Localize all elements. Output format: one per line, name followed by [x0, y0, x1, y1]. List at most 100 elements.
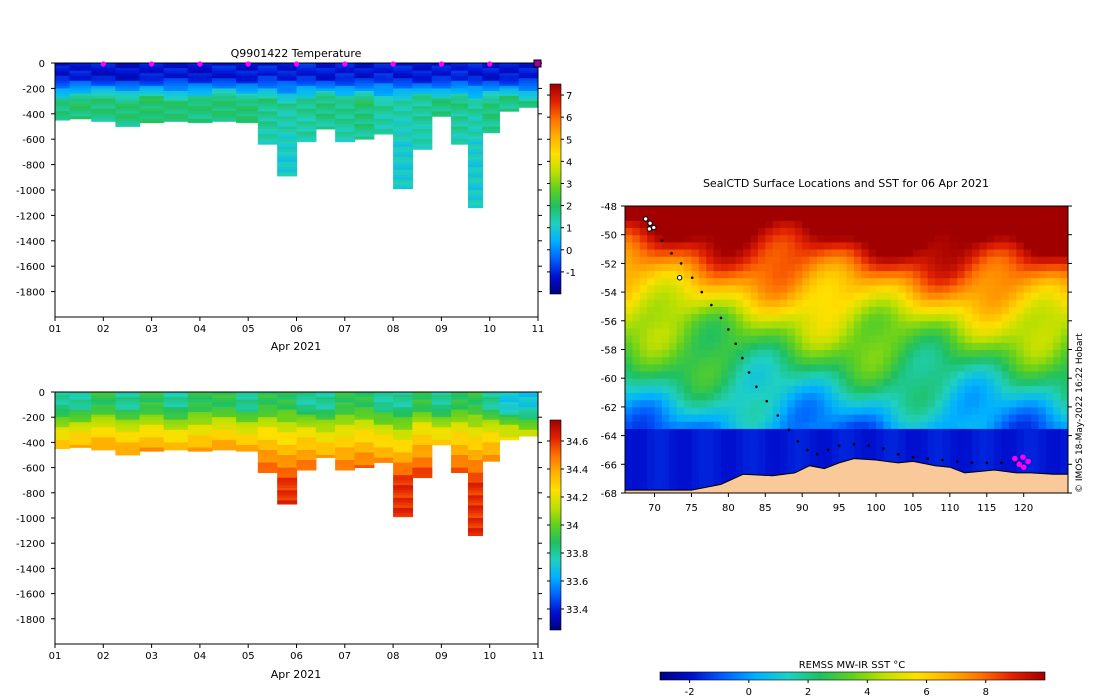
profile-cell [296, 447, 317, 451]
sst-cell [1031, 299, 1039, 307]
sst-cell [890, 327, 899, 336]
sst-cell [1053, 327, 1062, 336]
sst-cell [698, 206, 707, 214]
sst-cell [839, 313, 847, 322]
sst-cell [839, 356, 847, 365]
sst-cell [676, 241, 685, 250]
sst-cell [1045, 399, 1054, 408]
profile-cell [373, 432, 394, 436]
profile-cell [467, 394, 484, 398]
sst-cell [861, 306, 870, 315]
profile-cell [296, 442, 317, 446]
sst-cell [905, 313, 914, 322]
sst-cell [654, 249, 663, 257]
profile-cell [451, 134, 469, 138]
sst-cell [794, 399, 803, 408]
sst-cell [706, 277, 715, 286]
sst-cell [935, 227, 943, 236]
profile-cell [163, 442, 189, 446]
profile-cell [373, 457, 394, 461]
profile-cell [277, 93, 298, 97]
profile-cell [315, 449, 336, 453]
profile-cell [335, 399, 356, 403]
sst-cell [706, 306, 715, 315]
sst-cell [898, 327, 907, 336]
y-tick-label: -1200 [16, 211, 45, 222]
sst-cell [772, 327, 781, 336]
profile-cell [187, 101, 213, 105]
sst-cell [876, 449, 884, 458]
profile-cell [55, 444, 71, 448]
sst-cell [787, 256, 796, 264]
profile-cell [482, 404, 500, 408]
profile-cell [91, 116, 116, 120]
sst-cell [839, 299, 847, 307]
sst-cell [1008, 449, 1017, 458]
sst-cell [647, 284, 656, 293]
sst-cell [1016, 399, 1025, 408]
profile-cell [277, 108, 298, 112]
sst-cell [772, 256, 781, 264]
profile-cell [257, 123, 278, 127]
sst-cell [757, 227, 766, 236]
sst-cell [1023, 277, 1032, 286]
profile-cell [257, 118, 278, 122]
sst-cell [868, 249, 877, 257]
profile-cell [91, 90, 116, 94]
profile-cell [163, 414, 189, 418]
profile-cell [354, 422, 375, 426]
profile-cell [393, 397, 414, 400]
profile-cell [187, 392, 213, 395]
profile-cell [315, 434, 336, 438]
sst-cell [868, 363, 877, 372]
profile-cell [69, 113, 92, 117]
profile-cell [431, 412, 452, 416]
profile-cell [518, 392, 538, 395]
profile-cell [393, 121, 414, 125]
profile-cell [315, 392, 336, 395]
sst-cell [898, 399, 907, 408]
profile-cell [315, 111, 336, 115]
sst-cell [986, 249, 995, 257]
profile-cell [451, 424, 469, 428]
profile-cell [467, 444, 484, 448]
sst-cell [698, 306, 707, 315]
sst-cell [632, 457, 641, 465]
sst-cell [632, 471, 641, 480]
sst-cell [669, 213, 678, 221]
profile-cell [139, 68, 165, 72]
profile-cell [211, 432, 237, 436]
profile-cell [393, 83, 414, 87]
sst-cell [898, 363, 907, 372]
profile-cell [412, 462, 433, 466]
profile-cell [412, 437, 433, 441]
sst-cell [735, 313, 744, 322]
track-point [727, 328, 730, 331]
sst-cell [964, 378, 973, 386]
profile-cell [467, 422, 484, 426]
profile-cell [139, 442, 165, 446]
sst-cell [831, 406, 840, 415]
profile-cell [451, 121, 469, 125]
colorbar-tick-label: 5 [566, 135, 572, 146]
sst-cell [780, 241, 788, 250]
sst-cell [883, 306, 892, 315]
sst-cell [824, 292, 833, 300]
sst-cell [720, 363, 729, 372]
profile-cell [115, 447, 141, 451]
profile-cell [163, 78, 189, 82]
profile-cell [393, 444, 414, 448]
sst-cell [1060, 435, 1068, 444]
sst-cell [920, 335, 929, 343]
profile-cell [315, 101, 336, 105]
sst-cell [972, 414, 980, 422]
sst-cell [890, 249, 899, 257]
sst-cell [1008, 414, 1017, 422]
profile-cell [187, 106, 213, 110]
sst-cell [802, 327, 811, 336]
sst-cell [839, 206, 847, 214]
sst-cell [883, 234, 892, 243]
sst-cell [809, 256, 818, 264]
sst-cell [949, 428, 958, 437]
sst-cell [757, 371, 766, 379]
